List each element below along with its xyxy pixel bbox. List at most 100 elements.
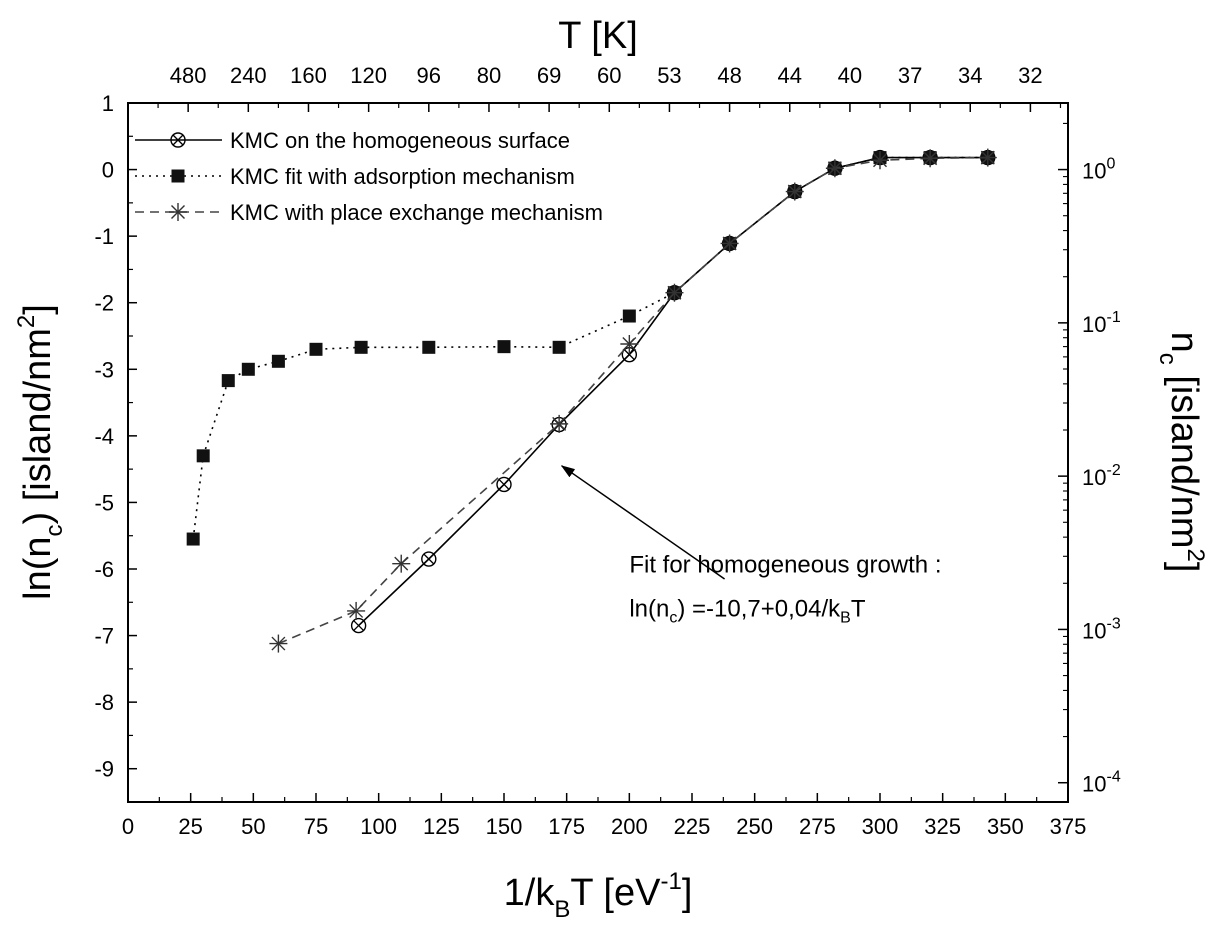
x-axis-title-sup: -1 [660,868,681,895]
asterisk-stroke [787,184,802,199]
annotation-sub-c: c [669,609,677,626]
y2-tick-base: 10 [1082,465,1106,490]
x-tick-label: 350 [987,814,1024,839]
y-tick-label: -8 [94,690,114,715]
x-tick-label: 175 [548,814,585,839]
annotation-sub-b: B [840,609,851,626]
legend-label: KMC on the homogeneous surface [230,128,570,153]
x-tick-label: 375 [1050,814,1087,839]
data-point [825,159,844,178]
legend-marker [171,169,185,183]
y-tick-label: 1 [102,91,114,116]
data-point [550,414,569,433]
circle-x-ring [496,476,512,493]
legend-marker [170,132,186,148]
data-point [347,601,366,620]
circle-x-stroke [172,134,184,146]
x-axis-title-end: ] [682,872,693,914]
series-2 [269,148,997,653]
asterisk-stroke [171,205,185,219]
asterisk-stroke [394,556,409,571]
asterisk-stroke [923,151,938,166]
asterisk-stroke [667,285,682,300]
data-point [269,634,288,653]
y2-tick-exp: -1 [1106,309,1120,326]
data-point [354,340,368,354]
legend: KMC on the homogeneous surface KMC fit wi… [135,128,603,225]
asterisk-stroke [552,416,567,431]
x-tick-label: 75 [304,814,328,839]
y-tick-label: -3 [94,357,114,382]
y2-tick-label: 10-3 [1082,615,1121,643]
data-point [309,342,323,356]
data-point [186,532,200,546]
data-point [271,354,285,368]
top-tick-label: 96 [417,63,441,88]
annotation-t: T [851,595,866,622]
top-tick-label: 80 [477,63,501,88]
y2-tick-exp: -2 [1106,462,1120,479]
y-axis-title-sup: 2 [13,315,40,328]
top-axis-ticks: 480 240 160 120 96 80 69 60 53 48 44 40 37 34 32 [157,63,1062,112]
top-tick-label: 34 [958,63,982,88]
annotation-ln: ln(n [629,595,669,622]
y-tick-label: -4 [94,424,114,449]
y-axis-title-mid: ) [island/nm [17,328,59,524]
top-tick-label: 120 [350,63,387,88]
y2-axis-title: nc [island/nm2] [1154,332,1209,573]
data-point [497,340,511,354]
y2-tick-base: 10 [1082,312,1106,337]
x-tick-label: 225 [674,814,711,839]
y2-tick-exp: -4 [1106,769,1120,786]
data-point [552,340,566,354]
x-tick-label: 275 [799,814,836,839]
data-point [620,334,639,353]
x-tick-label: 300 [862,814,899,839]
data-point [421,551,437,567]
x-tick-label: 325 [924,814,961,839]
y2-axis-title-mid: [island/nm [1163,365,1205,549]
data-point [871,151,889,170]
y-axis-title-main: ln(n [17,536,59,599]
top-tick-label: 240 [230,63,267,88]
circle-x-stroke [423,553,435,565]
circle-x-ring [421,551,437,567]
y-tick-label: -9 [94,757,114,782]
circle-x-ring [170,132,186,148]
data-point [978,148,997,167]
top-tick-label: 48 [717,63,741,88]
top-tick-label: 53 [657,63,681,88]
data-point [221,374,235,388]
data-point [196,449,210,463]
x-axis-title-mid: T [eV [570,872,661,914]
y2-tick-exp: 0 [1106,156,1115,173]
x-axis-title-sub: B [554,896,570,923]
asterisk-stroke [622,336,637,351]
asterisk-stroke [980,150,995,165]
data-point [921,149,940,168]
x-tick-label: 150 [486,814,523,839]
y-tick-label: 0 [102,158,114,183]
x-axis-ticks: 0 25 50 75 100 125 150 175 200 225 250 275 300 325 350… [122,793,1086,839]
y-axis-title-sub: c [41,524,68,536]
annotation-line-2: ln(nc) =-10,7+0,04/kBT [629,595,865,626]
y2-axis-title-main: n [1163,332,1205,353]
data-point [350,617,367,634]
data-point [665,283,684,302]
y2-axis-title-sup: 2 [1182,548,1209,561]
circle-x-stroke [498,478,510,490]
series-layer [186,148,997,653]
x-tick-label: 50 [241,814,265,839]
y-tick-label: -1 [94,224,114,249]
x-tick-label: 100 [360,814,397,839]
top-axis-title: T [K] [558,15,638,57]
data-point [241,362,255,376]
asterisk-stroke [271,636,286,651]
y-axis-title: ln(nc) [island/nm2] [13,304,68,600]
data-point [392,554,411,573]
x-tick-label: 25 [178,814,202,839]
y2-tick-label: 10-1 [1082,309,1121,337]
y2-tick-base: 10 [1082,618,1106,643]
data-point [720,234,739,253]
